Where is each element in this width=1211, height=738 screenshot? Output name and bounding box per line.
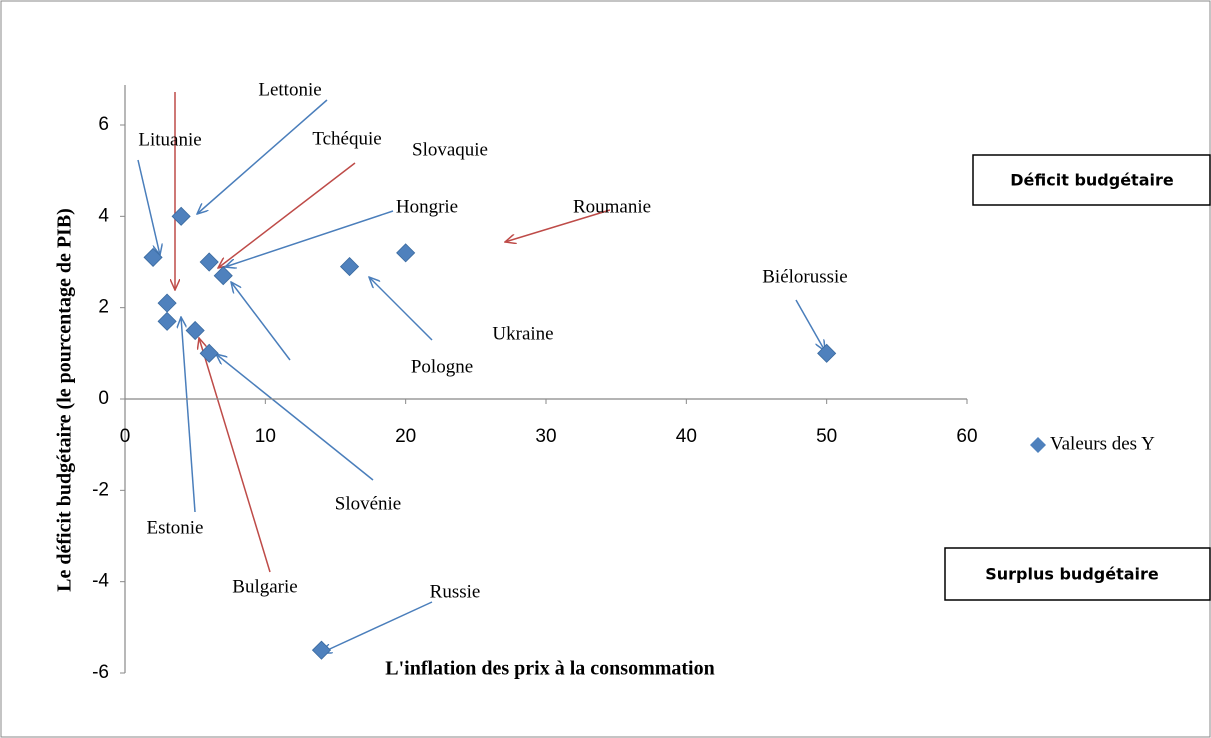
x-tick-label: 10 <box>255 426 276 447</box>
x-tick-label: 60 <box>956 426 977 447</box>
y-tick-label: -4 <box>92 571 109 592</box>
point <box>199 343 219 363</box>
x-axis-label: L'inflation des prix à la consommation <box>385 658 714 680</box>
x-tick-label: 20 <box>395 426 416 447</box>
point <box>213 266 233 286</box>
x-tick-label: 30 <box>535 426 556 447</box>
point <box>817 343 837 363</box>
y-tick-label: 6 <box>98 114 109 135</box>
annotation: Biélorussie <box>762 266 848 287</box>
x-tick-label: 0 <box>120 426 131 447</box>
annotation: Hongrie <box>396 196 458 217</box>
point <box>311 640 332 660</box>
point <box>199 252 219 272</box>
annotation: Lettonie <box>258 79 321 100</box>
annotation: Slovénie <box>335 493 402 514</box>
y-tick-label: 4 <box>98 205 109 226</box>
y-tick-label: 2 <box>98 297 109 318</box>
box <box>944 547 1211 601</box>
box <box>972 154 1211 206</box>
annotation: Lituanie <box>138 129 201 150</box>
annotation: Pologne <box>411 356 473 377</box>
arrows <box>137 92 825 653</box>
annotation: Estonie <box>147 517 204 538</box>
x-tick-label: 50 <box>816 426 837 447</box>
legend-label: Valeurs des Y <box>1050 433 1155 454</box>
point <box>171 206 191 226</box>
annotation: Russie <box>430 581 481 602</box>
x-tick-label: 40 <box>676 426 697 447</box>
box-label: Déficit budgétaire <box>1010 171 1174 190</box>
y-tick-label: -2 <box>92 479 109 500</box>
point <box>339 257 360 277</box>
legend-marker <box>1030 437 1046 453</box>
annotation: Roumanie <box>573 196 651 217</box>
annotation: Slovaquie <box>412 139 488 160</box>
annotation: Bulgarie <box>232 576 297 597</box>
y-tick-label: 0 <box>98 388 109 409</box>
point <box>185 320 205 341</box>
y-tick-label: -6 <box>92 662 109 683</box>
point <box>143 247 163 267</box>
box-label: Surplus budgétaire <box>985 565 1159 584</box>
y-axis-label: Le déficit budgétaire (le pourcentage de… <box>54 208 76 592</box>
annotation: Ukraine <box>492 323 553 344</box>
point <box>396 243 416 263</box>
point <box>157 311 177 331</box>
annotation: Tchéquie <box>312 128 381 149</box>
